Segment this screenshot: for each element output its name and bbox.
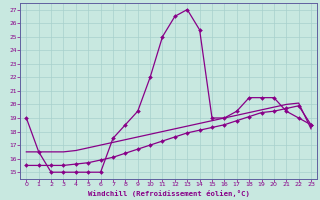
X-axis label: Windchill (Refroidissement éolien,°C): Windchill (Refroidissement éolien,°C)	[88, 190, 250, 197]
